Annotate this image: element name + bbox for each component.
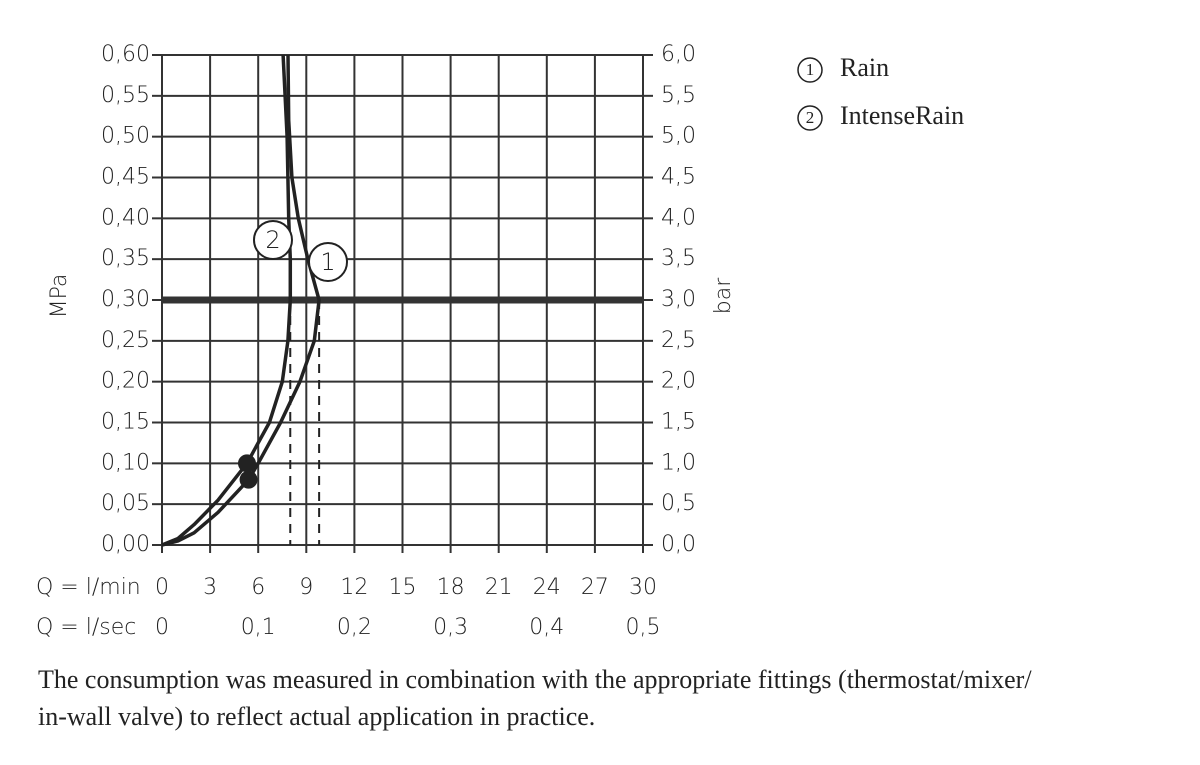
x-tick-label: 0 [155, 575, 169, 600]
legend-number: 1 [806, 60, 815, 79]
y2-tick-label: 5,5 [661, 83, 696, 108]
x-tick-label: 21 [485, 575, 513, 600]
x2-row-label: Q = l/sec [36, 615, 136, 640]
curve-dot [237, 454, 256, 473]
y-tick-label: 0,30 [101, 287, 150, 312]
y2-tick-label: 5,0 [661, 124, 696, 149]
legend-number: 2 [806, 108, 815, 127]
curve [161, 54, 293, 547]
legend-circle [797, 57, 823, 83]
x2-tick-label: 0,2 [337, 615, 372, 640]
y-tick-label: 0,20 [101, 369, 150, 394]
y-tick-label: 0,10 [101, 450, 150, 475]
y2-tick-label: 0,0 [661, 532, 696, 557]
x2-tick-label: 0 [155, 615, 169, 640]
curve-dot [239, 470, 258, 489]
x-tick-label: 15 [389, 575, 417, 600]
curve-label: 1 [320, 248, 335, 276]
y2-tick-label: 0,5 [661, 491, 696, 516]
footnote: in-wall valve) to reflect actual applica… [38, 702, 595, 731]
y2-tick-label: 6,0 [661, 42, 696, 67]
y2-tick-label: 2,5 [661, 328, 696, 353]
x-tick-label: 9 [299, 575, 313, 600]
y2-tick-label: 4,5 [661, 165, 696, 190]
x-row-label: Q = l/min [36, 575, 141, 600]
x2-tick-label: 0,5 [626, 615, 661, 640]
x-tick-label: 24 [533, 575, 561, 600]
curve-label-circle [308, 242, 348, 282]
y-tick-label: 0,25 [101, 328, 150, 353]
y-axis-label: MPa [47, 274, 72, 319]
x2-tick-label: 0,3 [433, 615, 468, 640]
curve-label: 2 [265, 226, 280, 254]
x-tick-label: 30 [629, 575, 657, 600]
curve [161, 54, 321, 547]
y2-axis-label: bar [711, 277, 736, 314]
x-tick-label: 12 [340, 575, 368, 600]
y2-tick-label: 4,0 [661, 205, 696, 230]
y-tick-label: 0,05 [101, 491, 150, 516]
y2-tick-label: 1,0 [661, 450, 696, 475]
y2-tick-label: 1,5 [661, 410, 696, 435]
y-tick-label: 0,15 [101, 410, 150, 435]
legend-circle [797, 105, 823, 131]
footnote: The consumption was measured in combinat… [38, 665, 1032, 694]
y-tick-label: 0,00 [101, 532, 150, 557]
y2-tick-label: 3,5 [661, 246, 696, 271]
x2-tick-label: 0,1 [241, 615, 276, 640]
x-tick-label: 18 [437, 575, 465, 600]
x-tick-label: 27 [581, 575, 609, 600]
y-tick-label: 0,50 [101, 124, 150, 149]
x-tick-label: 3 [203, 575, 217, 600]
y-tick-label: 0,55 [101, 83, 150, 108]
y-tick-label: 0,45 [101, 165, 150, 190]
y2-tick-label: 2,0 [661, 369, 696, 394]
curve-label-circle [253, 220, 293, 260]
y-tick-label: 0,40 [101, 205, 150, 230]
x2-tick-label: 0,4 [529, 615, 564, 640]
x-tick-label: 6 [251, 575, 265, 600]
legend-label: IntenseRain [840, 101, 964, 130]
y2-tick-label: 3,0 [661, 287, 696, 312]
legend-label: Rain [840, 53, 889, 82]
y-tick-label: 0,60 [101, 42, 150, 67]
y-tick-label: 0,35 [101, 246, 150, 271]
